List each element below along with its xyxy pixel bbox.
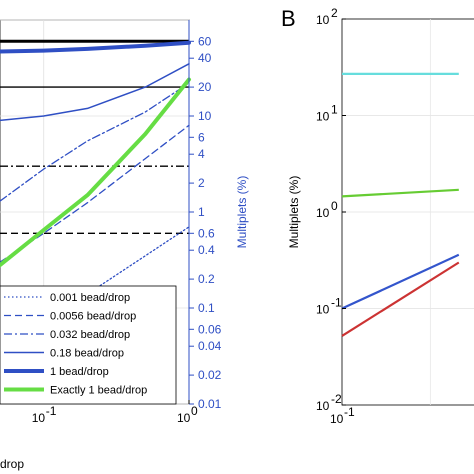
y-tick-exponent: 1 (331, 103, 338, 117)
y-tick-label: 0.02 (198, 368, 222, 382)
panel-b-label: B (281, 6, 296, 31)
y-tick-label: 10 (316, 13, 330, 27)
x-tick-exponent: 0 (191, 404, 198, 418)
panel-a-right-axis-label: Multiplets (%) (235, 176, 249, 249)
panel-a-reference-lines (0, 39, 189, 234)
y-tick-label: 0.06 (198, 322, 222, 336)
panel-b-series (341, 72, 460, 337)
y-tick-label: 0.2 (198, 272, 215, 286)
panel-a-legend-box (0, 285, 177, 405)
panel-b-y-axis-label: Multiplets (%) (287, 176, 301, 249)
legend-label: 1 bead/drop (50, 366, 109, 378)
y-tick-label: 10 (316, 399, 330, 413)
y-tick-exponent: -2 (331, 392, 342, 406)
y-tick-label: 1 (198, 205, 205, 219)
series-line (0, 40, 191, 54)
y-tick-label: 10 (316, 303, 330, 317)
panel-a-x-axis-label-fragment: drop (0, 457, 24, 471)
legend-label: Exactly 1 bead/drop (50, 385, 147, 397)
y-tick-label: 10 (316, 110, 330, 124)
y-tick-label: 4 (198, 147, 205, 161)
panel-b-x-axis-ticks: 10 -1 (330, 405, 355, 426)
x-tick-exponent: -1 (344, 405, 355, 419)
x-tick-label: 10 (32, 411, 46, 425)
legend-label: 0.032 bead/drop (50, 329, 130, 341)
panel-b-gridlines (342, 19, 474, 405)
y-tick-label: 2 (198, 176, 205, 190)
panel-a-right-axis-ticks: 60 40 20 10 6 4 2 1 0.6 0.4 0.2 0.1 0.06 0.04 0.02 0.01 (188, 20, 222, 411)
panel-a-x-axis-ticks: 10 -1 10 0 (32, 400, 198, 425)
y-tick-exponent: 2 (331, 6, 338, 20)
series-line (341, 188, 459, 198)
y-tick-label: 10 (198, 109, 212, 123)
legend-label: 0.001 bead/drop (50, 292, 130, 304)
y-tick-label: 6 (198, 130, 205, 144)
x-tick-exponent: -1 (46, 404, 57, 418)
y-tick-label: 20 (198, 80, 212, 94)
legend-label: 0.0056 bead/drop (50, 311, 136, 323)
y-tick-label: 0.1 (198, 301, 215, 315)
y-tick-label: 60 (198, 34, 212, 48)
y-tick-label: 40 (198, 51, 212, 65)
x-tick-label: 10 (177, 411, 191, 425)
y-tick-exponent: -1 (331, 296, 342, 310)
series-line (0, 82, 190, 202)
y-tick-label: 0.6 (198, 226, 215, 240)
x-tick-label: 10 (330, 412, 344, 426)
legend-label: 0.18 bead/drop (50, 348, 124, 360)
series-line (341, 261, 460, 337)
series-line (0, 77, 191, 268)
y-tick-label: 0.4 (198, 243, 215, 257)
y-tick-label: 0.01 (198, 397, 222, 411)
y-tick-label: 10 (316, 206, 330, 220)
y-tick-exponent: 0 (331, 199, 338, 213)
y-tick-label: 0.04 (198, 339, 222, 353)
panel-a-chart: 60 40 20 10 6 4 2 1 0.6 0.4 0.2 0.1 0.06 0.04 0.02 0.01… (0, 19, 249, 471)
panel-a-legend: 0.001 bead/drop 0.0056 bead/drop 0.032 bea… (0, 285, 177, 405)
series-line (0, 63, 190, 122)
series-line (341, 253, 460, 310)
